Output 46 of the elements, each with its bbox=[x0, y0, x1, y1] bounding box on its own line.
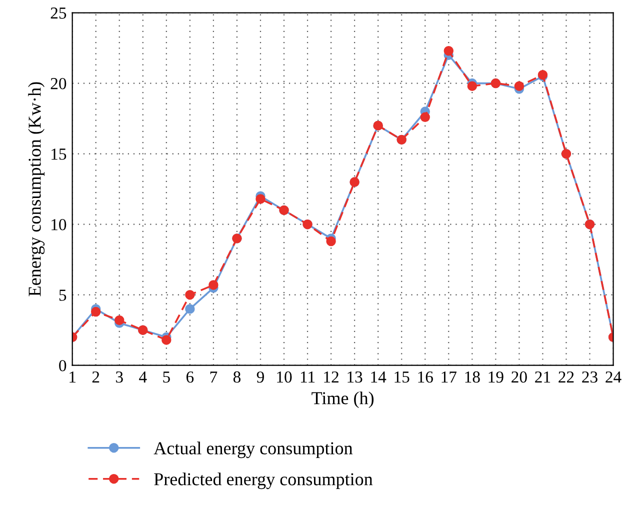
x-tick-label: 1 bbox=[70, 371, 76, 382]
point bbox=[90, 306, 101, 317]
point bbox=[114, 315, 124, 326]
x-tick-label: 4 bbox=[139, 372, 147, 382]
point bbox=[514, 81, 524, 91]
point bbox=[467, 81, 478, 91]
x-tick-label: 17 bbox=[442, 371, 456, 382]
x-tick-label: 22 bbox=[558, 371, 574, 382]
y-tick-label: 5 bbox=[59, 290, 66, 301]
x-tick-label: 21 bbox=[535, 371, 550, 382]
point bbox=[208, 280, 218, 290]
x-tick-label: 23 bbox=[582, 371, 598, 383]
x-tick-label: 8 bbox=[233, 371, 240, 383]
y-axis-title: Eenergy consumption (Kw·h) bbox=[28, 82, 45, 296]
x-tick-label: 15 bbox=[394, 371, 410, 383]
x-tick-label: 6 bbox=[186, 371, 194, 383]
x-tick-label: 18 bbox=[465, 371, 480, 383]
y-tick-label: 10 bbox=[52, 219, 66, 230]
x-tick-label: 2 bbox=[92, 371, 100, 382]
y-tick-label: 0 bbox=[59, 360, 66, 372]
x-tick-label: 11 bbox=[300, 371, 315, 382]
x-tick-label: 14 bbox=[371, 371, 386, 382]
x-axis-title: Time (h) bbox=[312, 392, 374, 408]
x-tick-label: 24 bbox=[606, 371, 622, 382]
legend-label: Predicted energy consumption bbox=[154, 472, 373, 490]
y-tick-label: 20 bbox=[50, 78, 66, 90]
x-tick-label: 7 bbox=[210, 372, 218, 382]
x-tick-label: 5 bbox=[163, 372, 170, 383]
x-tick-label: 19 bbox=[488, 371, 504, 383]
point bbox=[326, 236, 336, 246]
x-tick-label: 10 bbox=[277, 371, 292, 383]
point bbox=[420, 112, 430, 122]
x-tick-label: 20 bbox=[512, 371, 527, 383]
y-tick-label: 25 bbox=[50, 8, 66, 19]
point bbox=[256, 194, 266, 204]
x-tick-label: 3 bbox=[116, 371, 123, 383]
legend-label: Actual energy consumption bbox=[154, 442, 353, 458]
x-tick-label: 16 bbox=[418, 371, 433, 383]
point bbox=[444, 46, 454, 56]
x-tick-label: 9 bbox=[256, 371, 264, 383]
point bbox=[185, 304, 195, 314]
x-tick-label: 12 bbox=[324, 371, 338, 382]
y-tick-label: 15 bbox=[52, 148, 66, 160]
point bbox=[185, 290, 195, 300]
point bbox=[162, 335, 172, 345]
x-tick-label: 13 bbox=[348, 371, 362, 383]
